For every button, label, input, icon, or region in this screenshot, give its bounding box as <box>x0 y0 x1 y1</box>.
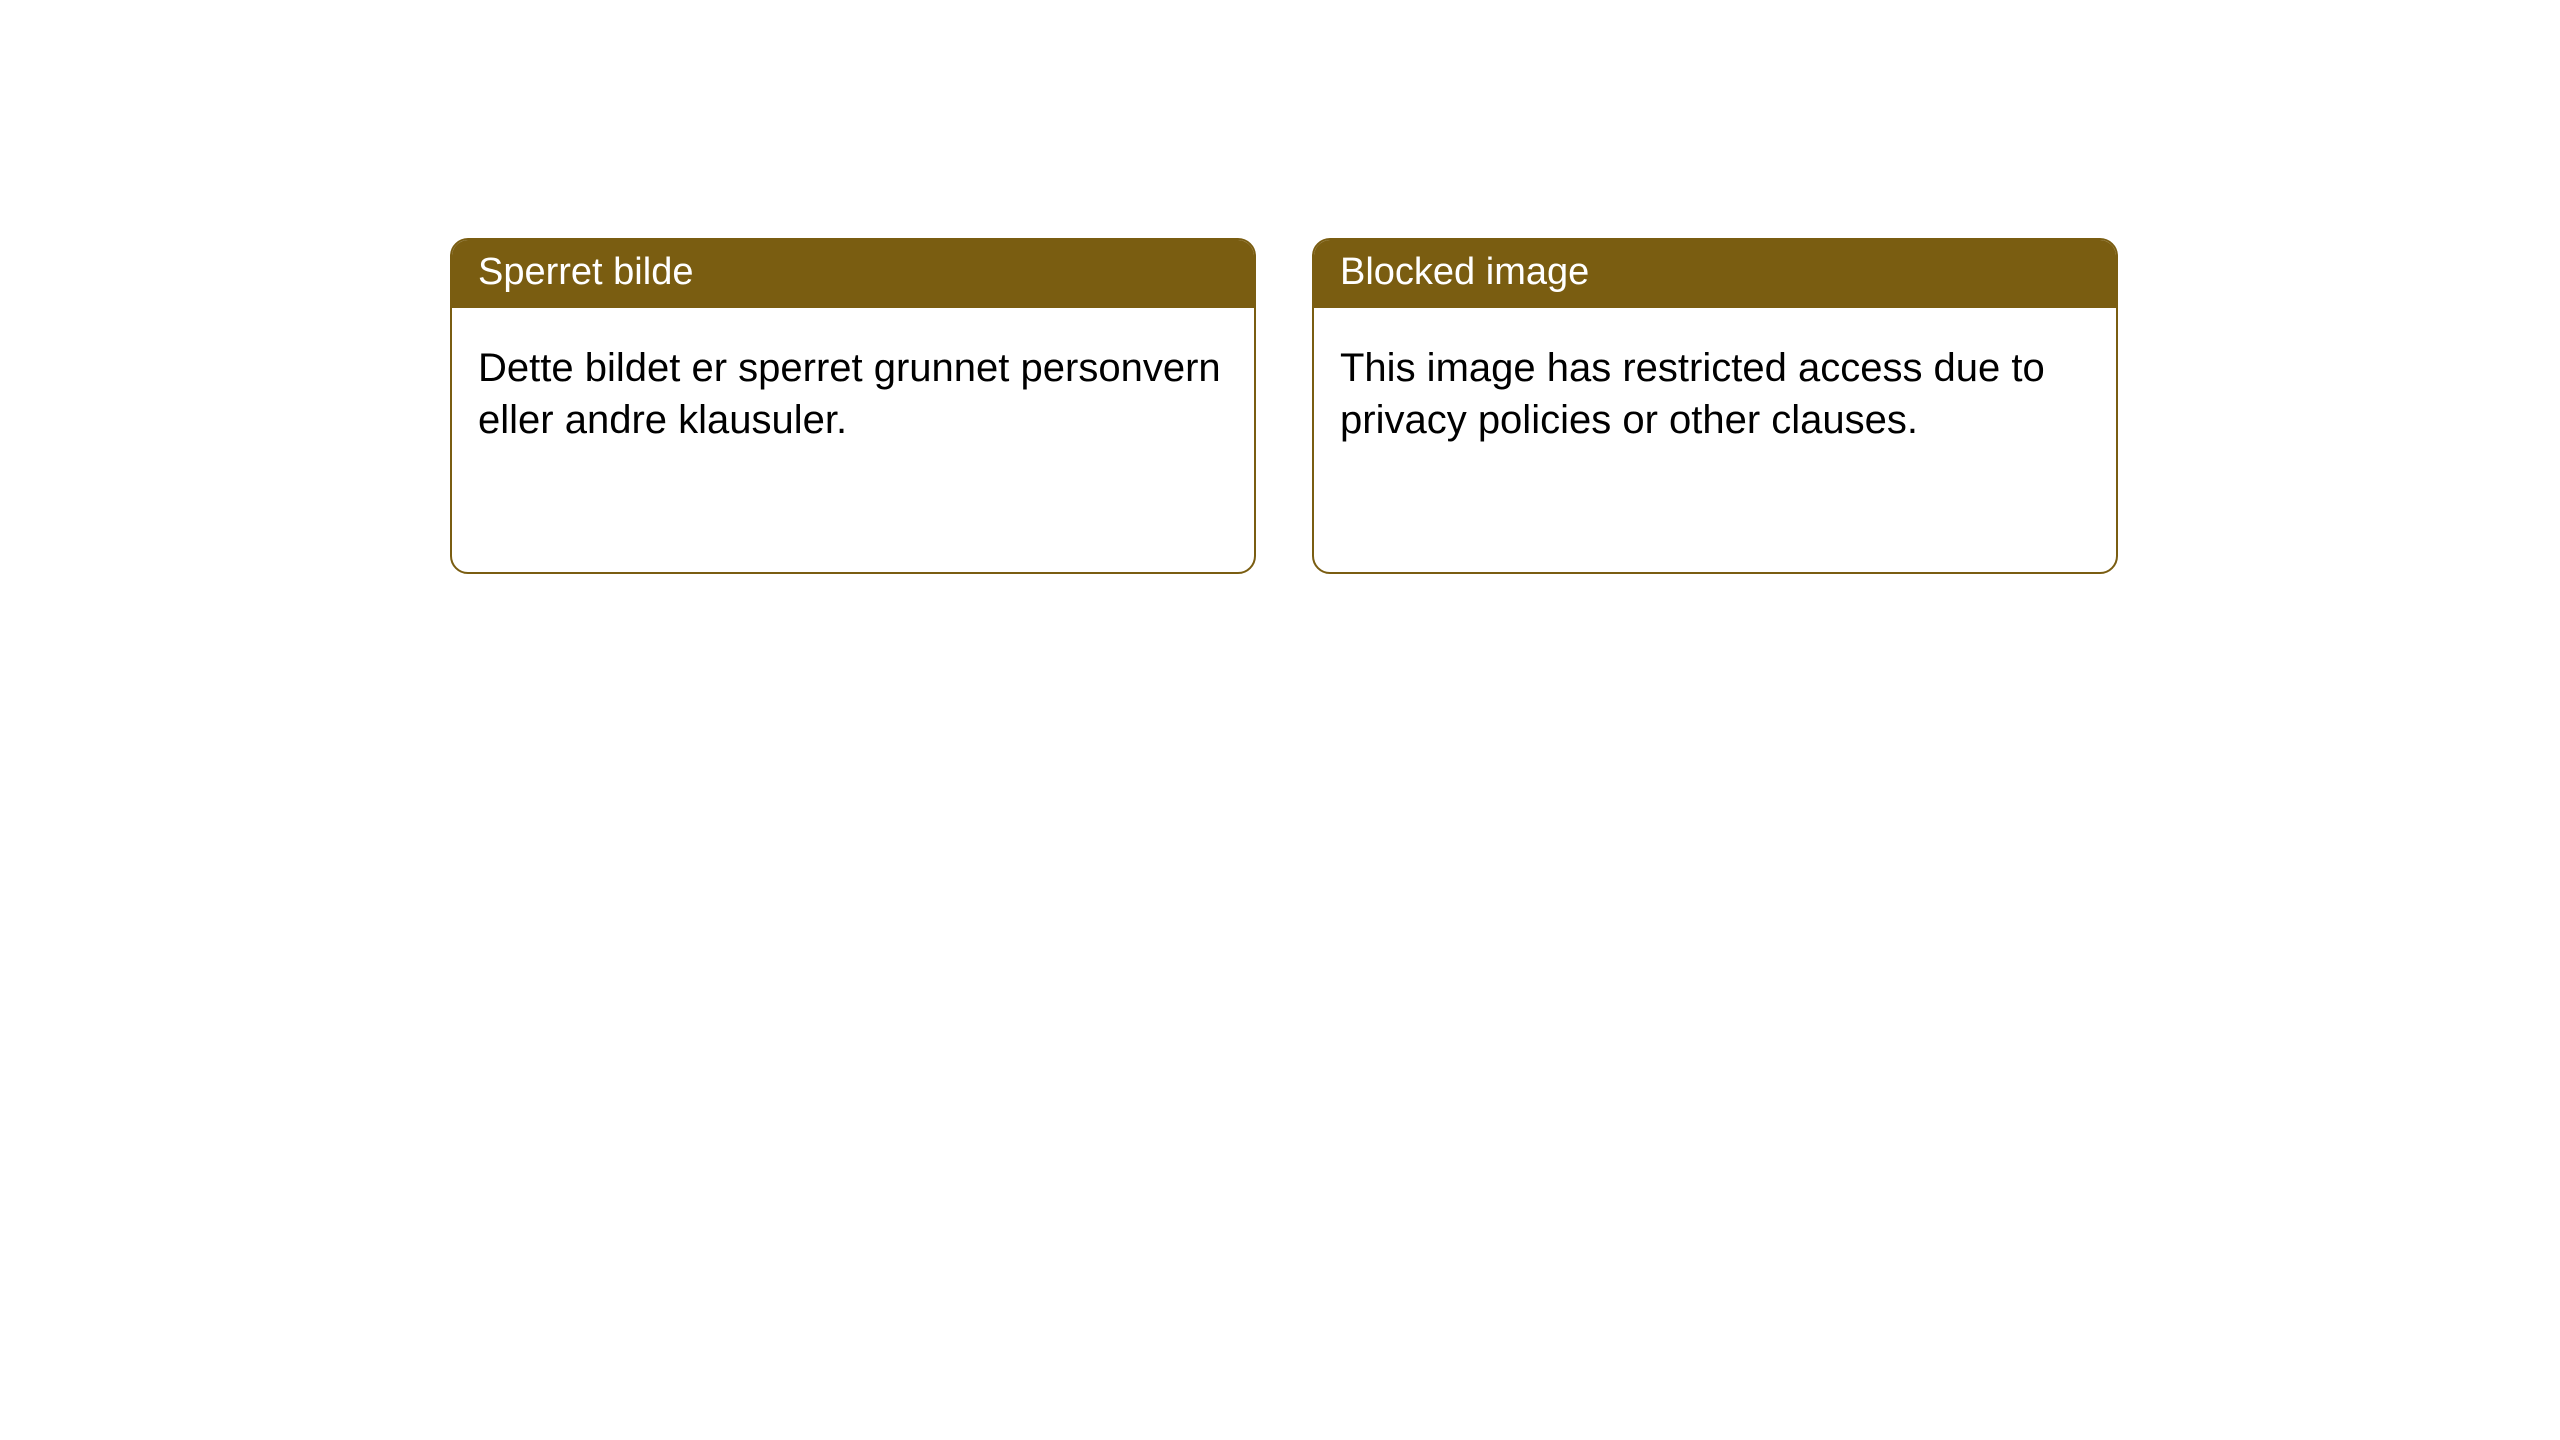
card-body-text: Dette bildet er sperret grunnet personve… <box>478 346 1221 442</box>
card-title: Blocked image <box>1340 251 1589 293</box>
notice-container: Sperret bilde Dette bildet er sperret gr… <box>0 0 2560 574</box>
notice-card-norwegian: Sperret bilde Dette bildet er sperret gr… <box>450 238 1256 574</box>
notice-card-english: Blocked image This image has restricted … <box>1312 238 2118 574</box>
card-header: Blocked image <box>1314 240 2116 308</box>
card-body: This image has restricted access due to … <box>1314 308 2116 472</box>
card-body: Dette bildet er sperret grunnet personve… <box>452 308 1254 472</box>
card-header: Sperret bilde <box>452 240 1254 308</box>
card-body-text: This image has restricted access due to … <box>1340 346 2045 442</box>
card-title: Sperret bilde <box>478 251 693 293</box>
